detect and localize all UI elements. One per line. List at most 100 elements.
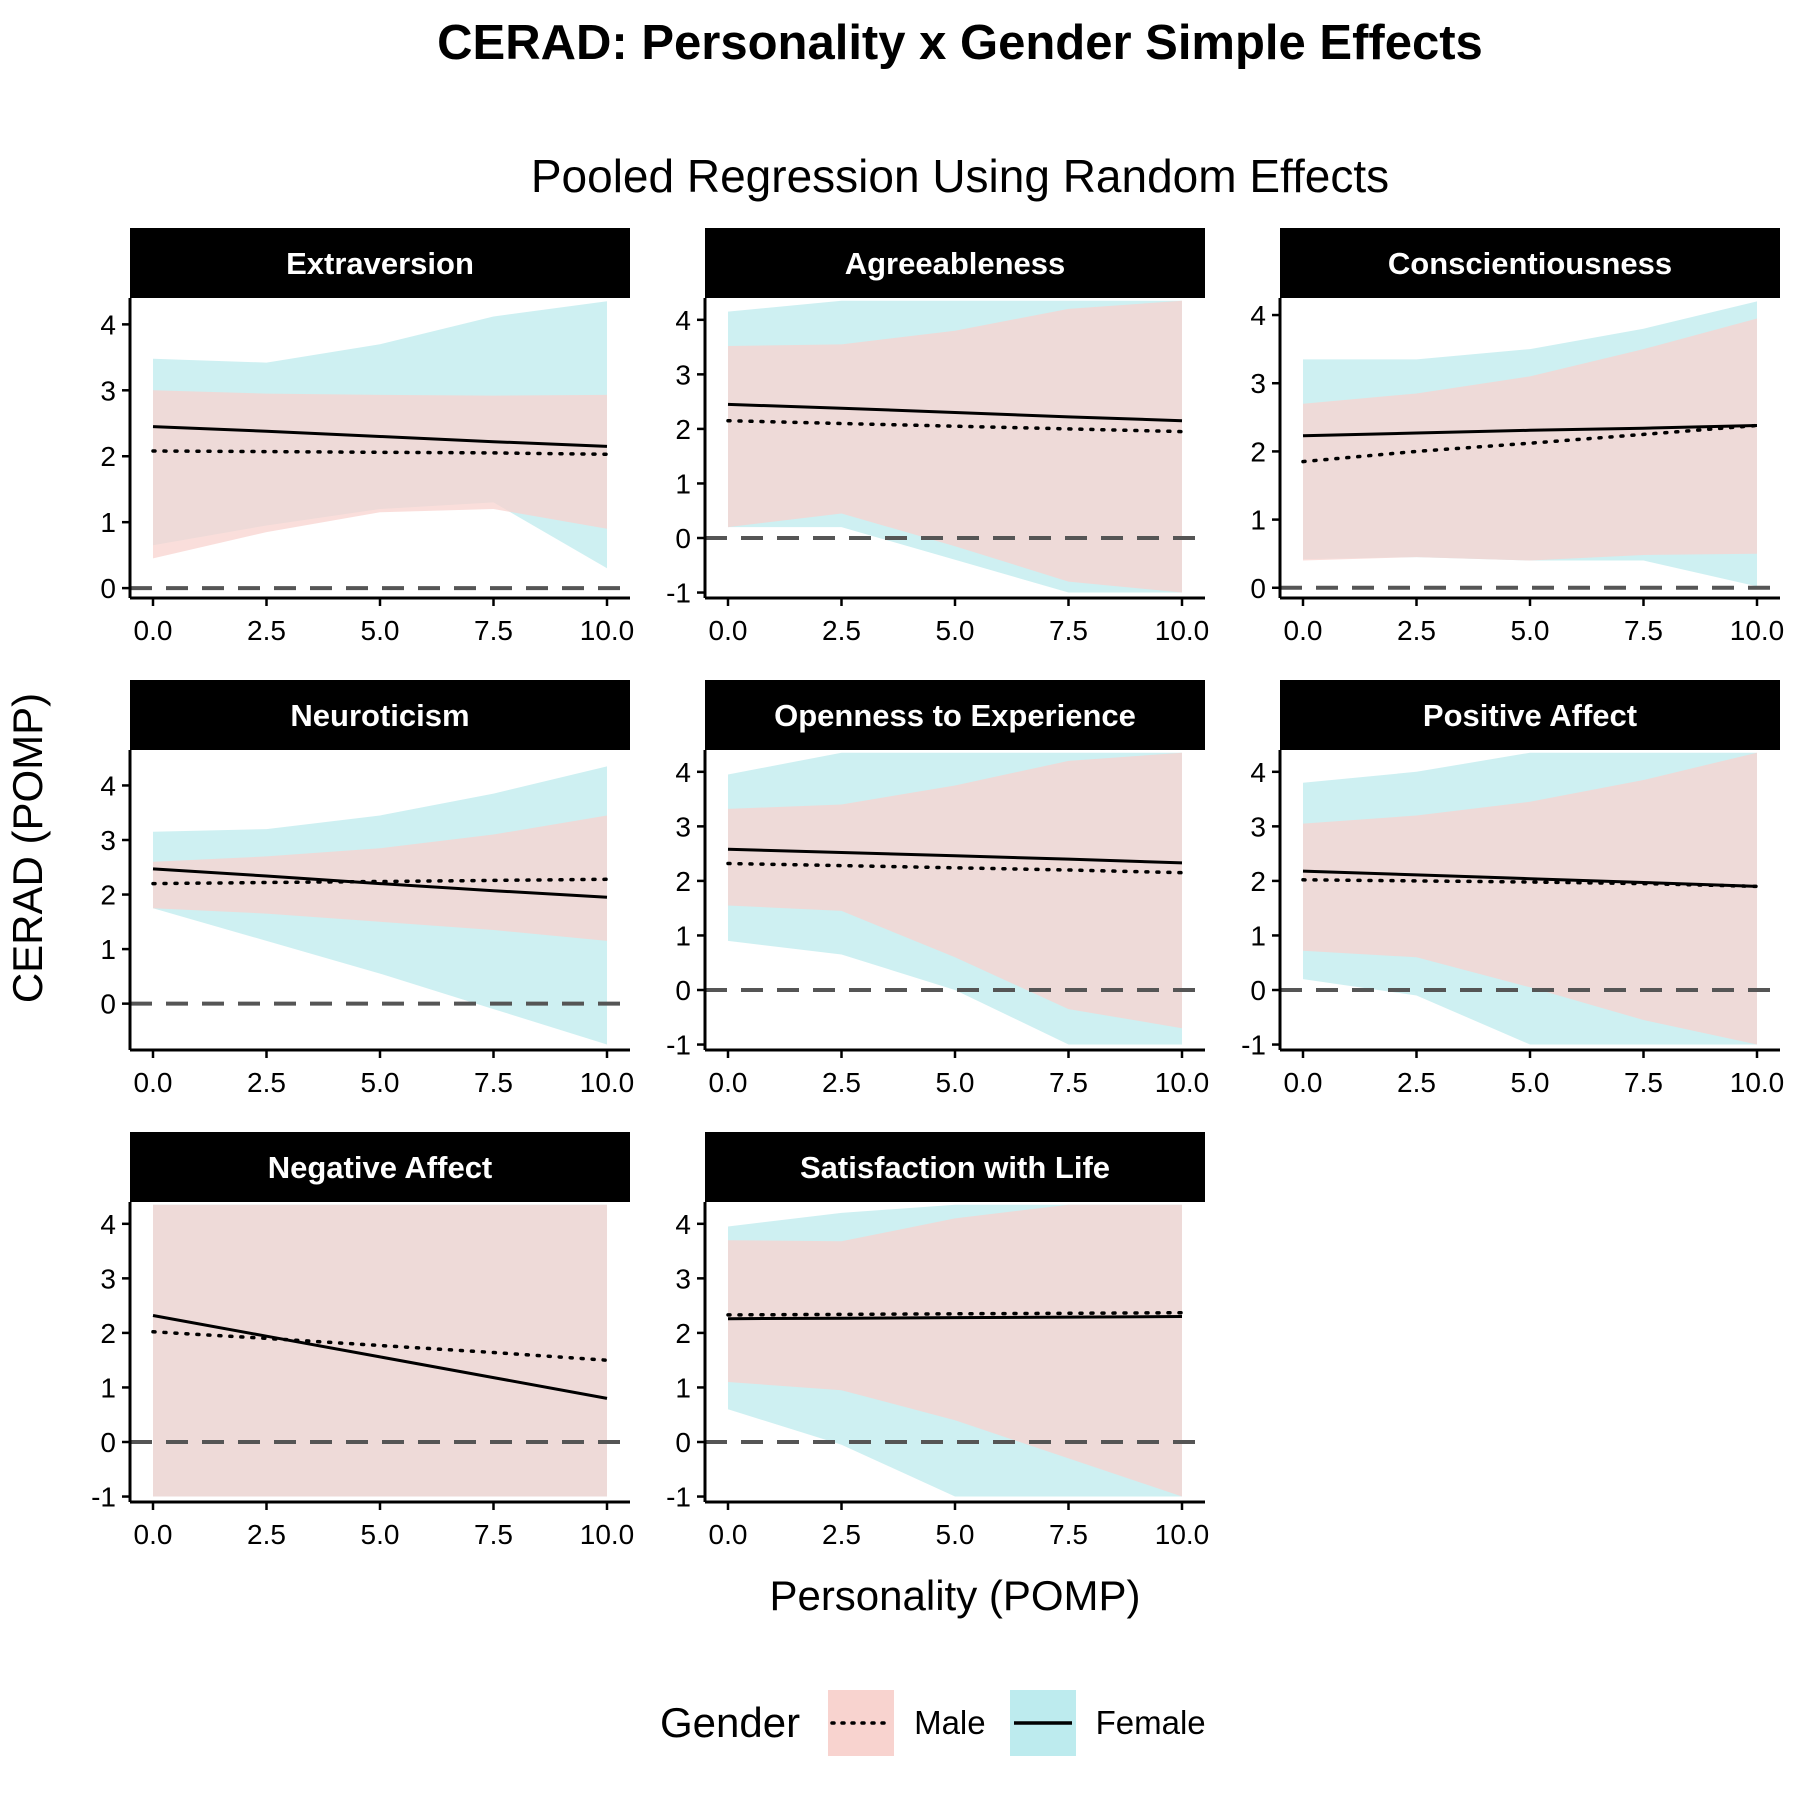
- line-female: [1302, 424, 1758, 438]
- panel-strip: [1280, 228, 1780, 298]
- y-tick-label: 3: [675, 1263, 691, 1294]
- x-tick-label: 10.0: [1730, 615, 1785, 646]
- panel-strip: [130, 228, 630, 298]
- panel-strip-title: Negative Affect: [268, 1150, 493, 1185]
- legend-item-male: Male: [828, 1690, 986, 1756]
- y-tick-label: 0: [100, 1427, 116, 1458]
- x-tick-label: 10.0: [1155, 1067, 1210, 1098]
- ribbon-male: [728, 752, 1182, 1029]
- legend-title: Gender: [660, 1699, 801, 1746]
- y-tick-label: 2: [1250, 436, 1266, 467]
- ribbon-male: [153, 1204, 607, 1497]
- y-tick-label: 1: [100, 1372, 116, 1403]
- y-tick-label: 1: [675, 1372, 691, 1403]
- panel-strip: [1280, 680, 1780, 750]
- panel-conscientiousness: Conscientiousness 0 1 2 3 4 0.0 2.5 5.0 7.5 10.0: [1250, 228, 1784, 646]
- line-male: [151, 449, 609, 457]
- ribbon-male: [153, 390, 607, 559]
- y-tick-label: 2: [675, 1318, 691, 1349]
- y-tick-label: 1: [675, 920, 691, 951]
- y-tick-label: 2: [1250, 866, 1266, 897]
- y-tick-label: 0: [675, 1427, 691, 1458]
- y-tick-label: 0: [675, 975, 691, 1006]
- x-tick-label: 7.5: [474, 1519, 513, 1550]
- x-tick-label: 5.0: [936, 1519, 975, 1550]
- panel-neuroticism: Neuroticism 0 1 2 3 4 0.0 2.5 5.0 7.5 10.0: [100, 680, 634, 1098]
- x-tick-label: 7.5: [1049, 615, 1088, 646]
- x-tick-label: 2.5: [1397, 1067, 1436, 1098]
- panel-strip-title: Agreeableness: [845, 246, 1066, 281]
- panel-satisfaction-with-life: Satisfaction with Life -1 0 1 2 3 4 0.0 2.5 5.0 7.…: [666, 1132, 1209, 1550]
- y-tick-label: 4: [100, 770, 116, 801]
- panel-strip: [705, 1132, 1205, 1202]
- panel-strip: [705, 680, 1205, 750]
- y-tick-label: 0: [100, 573, 116, 604]
- x-tick-label: 2.5: [1397, 615, 1436, 646]
- x-tick-label: 5.0: [1511, 1067, 1550, 1098]
- x-tick-label: 2.5: [247, 1519, 286, 1550]
- y-tick-label: 0: [100, 989, 116, 1020]
- y-tick-label: 4: [1250, 300, 1266, 331]
- chart-title: CERAD: Personality x Gender Simple Effec…: [437, 16, 1483, 70]
- line-male: [726, 1310, 1184, 1317]
- panel-openness-to-experience: Openness to Experience -1 0 1 2 3 4 0.0 2.5 5.0 7.…: [666, 680, 1209, 1098]
- x-tick-label: 7.5: [1624, 615, 1663, 646]
- y-tick-label: 3: [100, 1263, 116, 1294]
- x-tick-label: 7.5: [1049, 1067, 1088, 1098]
- y-tick-label: 1: [100, 934, 116, 965]
- x-tick-label: 10.0: [1730, 1067, 1785, 1098]
- x-tick-label: 2.5: [247, 615, 286, 646]
- y-tick-label: 2: [100, 880, 116, 911]
- line-female: [152, 867, 608, 899]
- line-female: [727, 402, 1183, 423]
- ribbon-male: [1303, 752, 1757, 1045]
- y-tick-label: 3: [675, 359, 691, 390]
- legend-key-female: [1009, 1690, 1076, 1756]
- legend-item-female: Female: [1009, 1690, 1206, 1756]
- legend: Gender Male Female: [660, 1688, 1230, 1758]
- x-tick-label: 0.0: [709, 1519, 748, 1550]
- y-tick-label: 0: [1250, 975, 1266, 1006]
- x-tick-label: 0.0: [1284, 615, 1323, 646]
- x-tick-label: 5.0: [361, 615, 400, 646]
- y-tick-label: 4: [100, 1209, 116, 1240]
- legend-label-male: Male: [914, 1704, 986, 1741]
- panel-strip: [130, 1132, 630, 1202]
- y-tick-label: 0: [1250, 573, 1266, 604]
- panel-agreeableness: Agreeableness -1 0 1 2 3 4 0.0 2.5 5.0 7.5 10.0: [666, 228, 1209, 646]
- line-female: [727, 847, 1183, 865]
- line-female: [152, 1314, 608, 1400]
- y-tick-label: 2: [100, 441, 116, 472]
- x-tick-label: 0.0: [134, 1519, 173, 1550]
- ribbon-male: [728, 300, 1182, 593]
- x-tick-label: 10.0: [580, 615, 635, 646]
- panel-strip-title: Positive Affect: [1423, 698, 1637, 733]
- line-male: [1301, 878, 1759, 889]
- y-tick-label: 0: [675, 523, 691, 554]
- x-tick-label: 7.5: [474, 1067, 513, 1098]
- panel-strip: [130, 680, 630, 750]
- line-male: [726, 418, 1184, 434]
- panel-strip-title: Extraversion: [286, 246, 474, 281]
- y-tick-label: 1: [1250, 920, 1266, 951]
- ribbon-male: [728, 1204, 1182, 1497]
- x-tick-label: 2.5: [822, 1067, 861, 1098]
- y-tick-label: 4: [675, 757, 691, 788]
- y-tick-label: 3: [100, 375, 116, 406]
- x-tick-label: 0.0: [134, 1067, 173, 1098]
- panel-extraversion: Extraversion 0 1 2 3 4 0.0 2.5 5.0 7.5 10.0: [100, 228, 634, 646]
- x-tick-label: 5.0: [361, 1067, 400, 1098]
- panel-positive-affect: Positive Affect -1 0 1 2 3 4 0.0 2.5 5.0 7.5 10.0: [1241, 680, 1784, 1098]
- line-male: [151, 1330, 609, 1362]
- x-tick-label: 5.0: [936, 615, 975, 646]
- x-tick-label: 5.0: [936, 1067, 975, 1098]
- panel-strip-title: Openness to Experience: [774, 698, 1136, 733]
- y-tick-label: 3: [1250, 811, 1266, 842]
- y-tick-label: 1: [1250, 505, 1266, 536]
- y-tick-label: 2: [675, 414, 691, 445]
- x-tick-label: 10.0: [1155, 1519, 1210, 1550]
- y-tick-label: 4: [100, 309, 116, 340]
- x-tick-label: 5.0: [361, 1519, 400, 1550]
